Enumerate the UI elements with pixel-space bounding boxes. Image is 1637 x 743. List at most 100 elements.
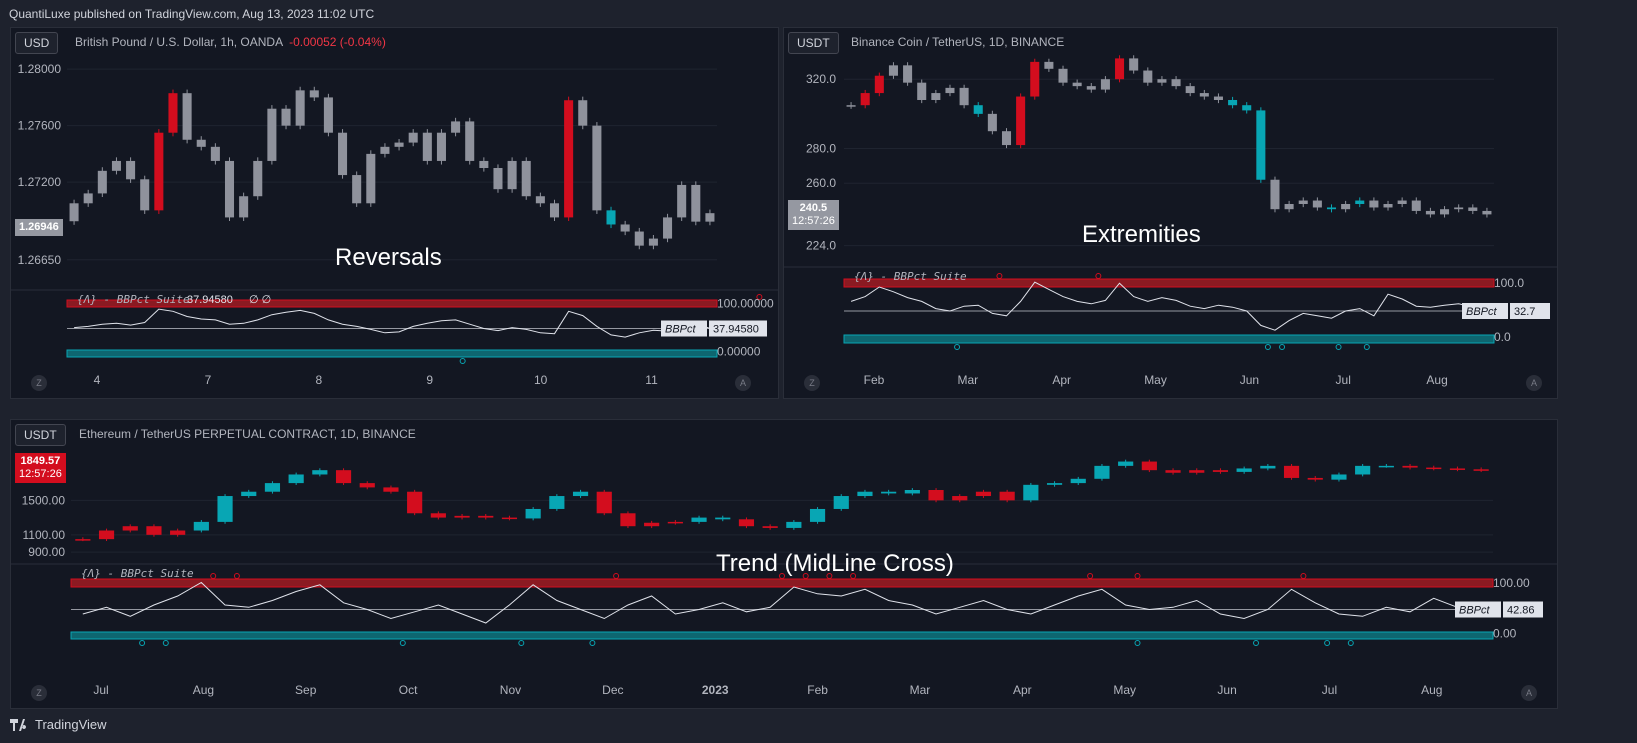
oversold-band [843, 334, 1495, 344]
level-0-label: 0.0 [1494, 330, 1511, 344]
indicator-label-text: BBPct [1459, 605, 1491, 617]
candle-body [1341, 204, 1351, 210]
currency-selector[interactable]: USD [15, 32, 59, 54]
price-chart-svg[interactable]: 1.28000 1.27600 1.27200 1.26650 100.00000 0.0… [11, 28, 778, 398]
overbought-band [843, 278, 1495, 288]
candle-body [1454, 207, 1464, 210]
auto-scale-icon[interactable]: A [1521, 685, 1537, 701]
overbought-band [70, 578, 1494, 588]
candle-body [182, 93, 192, 140]
oversold-signal-dot [399, 640, 406, 646]
candle-body [549, 496, 565, 509]
price-chart-svg[interactable]: 320.0 280.0 260.0 224.0 100.0 0.0 {Λ} - BBPct … [784, 28, 1557, 398]
candle-body [691, 517, 707, 522]
overbought-signal-dot [802, 573, 809, 579]
candle-body [1468, 207, 1478, 211]
candle-body [917, 82, 927, 100]
candle-body [860, 93, 870, 106]
candle-body [620, 224, 630, 232]
zoom-reset-icon[interactable]: Z [31, 375, 47, 391]
candle-body [578, 100, 588, 126]
last-price-value: 1849.57 [20, 455, 61, 467]
candle-body [436, 132, 446, 161]
candle-body [267, 108, 277, 161]
candle-body [1189, 470, 1205, 473]
candle-body [1086, 86, 1096, 90]
candle-body [521, 160, 531, 197]
candle-body [691, 184, 701, 222]
x-tick-label: 7 [205, 373, 212, 387]
auto-scale-icon[interactable]: A [1526, 375, 1542, 391]
candle-body [140, 179, 150, 211]
candle-body [1260, 465, 1276, 469]
candle-body [239, 196, 249, 218]
candle-body [620, 513, 636, 527]
candle-body [667, 521, 683, 524]
candle-body [122, 526, 138, 531]
candle-body [738, 519, 755, 527]
candle-body [1312, 200, 1322, 208]
symbol-title: Binance Coin / TetherUS, 1D, BINANCE [851, 35, 1065, 49]
price-chart-svg[interactable]: 1500.00 1100.00 900.00 100.00 0.00 {Λ} - BBPc… [11, 420, 1557, 708]
candle-body [408, 132, 418, 143]
publisher-header: QuantiLuxe published on TradingView.com,… [9, 7, 375, 21]
zoom-reset-icon[interactable]: Z [31, 685, 47, 701]
x-tick-label: Jun [1217, 683, 1236, 697]
x-tick-label: Nov [500, 683, 521, 697]
candle-body [833, 496, 849, 509]
candle-body [644, 522, 660, 527]
candle-body [606, 210, 616, 225]
candle-body [1212, 470, 1229, 472]
x-tick-label: Feb [864, 373, 885, 387]
candle-body [170, 530, 186, 535]
y-tick-label: 1100.00 [23, 528, 66, 542]
candle-body [312, 470, 328, 475]
candle-body [1058, 68, 1068, 83]
candle-body [1228, 100, 1238, 106]
chart-panel-gbpusd[interactable]: USD British Pound / U.S. Dollar, 1h, OAN… [10, 27, 779, 399]
candle-body [1411, 200, 1421, 211]
indicator-value-box [1510, 303, 1550, 319]
candle-body [959, 87, 969, 106]
candle-body [366, 153, 376, 204]
candle-body [1094, 465, 1110, 479]
indicator-label-text: BBPct [665, 324, 697, 336]
candle-body [253, 160, 263, 197]
currency-selector[interactable]: USDT [788, 32, 839, 54]
y-tick-label: 1.28000 [18, 62, 62, 76]
chart-panel-bnbusdt[interactable]: USDT Binance Coin / TetherUS, 1D, BINANC… [783, 27, 1558, 399]
y-tick-label: 260.0 [806, 176, 836, 190]
candle-body [1425, 210, 1435, 215]
candle-body [572, 491, 589, 497]
indicator-value-text: 37.94580 [713, 324, 759, 336]
candle-body [705, 213, 715, 222]
candle-body [478, 515, 494, 518]
candle-body [762, 526, 778, 528]
candle-body [715, 517, 731, 520]
indicator-title: {Λ} - BBPct Suite [854, 270, 967, 283]
oversold-signal-dot [1279, 344, 1286, 350]
candle-body [465, 121, 475, 161]
candle-body [1030, 61, 1040, 97]
oversold-signal-dot [459, 358, 466, 364]
chart-panel-ethusdt[interactable]: USDT Ethereum / TetherUS PERPETUAL CONTR… [10, 419, 1558, 709]
candle-body [126, 160, 136, 180]
oversold-signal-dot [1363, 344, 1370, 350]
x-tick-label: Aug [1421, 683, 1442, 697]
candle-body [1236, 468, 1252, 472]
auto-scale-icon[interactable]: A [735, 375, 751, 391]
candle-body [196, 139, 206, 147]
candle-body [1378, 465, 1394, 468]
symbol-title: Ethereum / TetherUS PERPETUAL CONTRACT, … [79, 427, 416, 441]
y-tick-label: 900.00 [28, 545, 65, 559]
zoom-reset-icon[interactable]: Z [804, 375, 820, 391]
y-tick-label: 1500.00 [22, 493, 66, 507]
candle-body [335, 470, 352, 484]
candle-body [596, 491, 612, 514]
indicator-value-text: 42.86 [1507, 605, 1535, 617]
currency-selector[interactable]: USDT [15, 424, 66, 446]
tradingview-footer: TradingView [10, 717, 107, 732]
x-tick-label: Apr [1013, 683, 1032, 697]
indicator-title: {Λ} - BBPct Suite [81, 567, 194, 580]
candle-body [1326, 207, 1337, 210]
